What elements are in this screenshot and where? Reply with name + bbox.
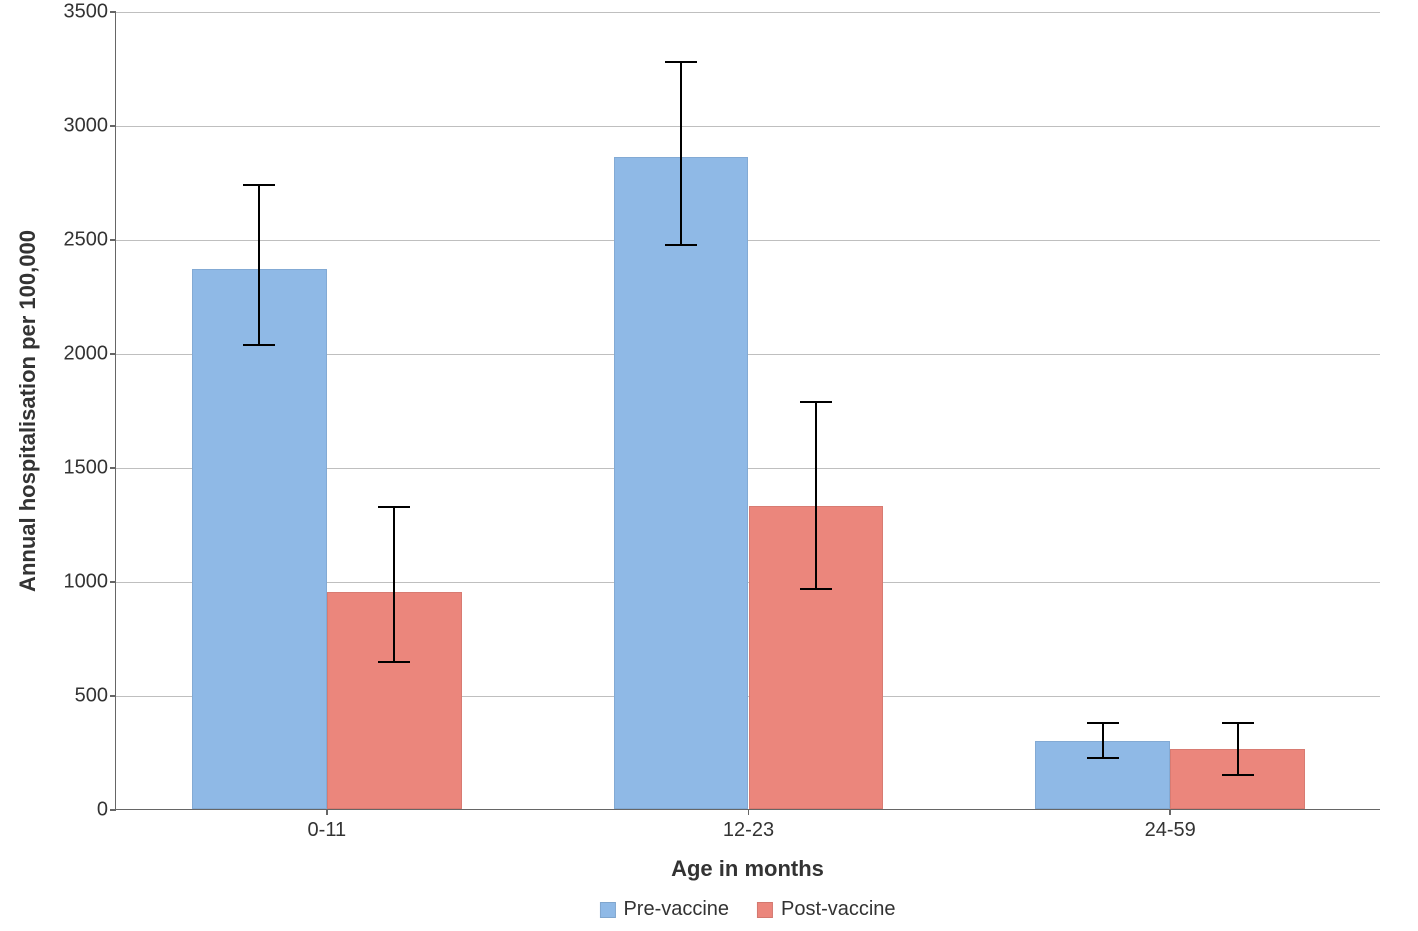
legend-swatch (757, 902, 773, 918)
y-tick-label: 2500 (64, 229, 117, 252)
y-tick-mark (110, 239, 116, 241)
legend-label: Pre-vaccine (623, 898, 729, 921)
plot-area: 05001000150020002500300035000-1112-2324-… (115, 12, 1380, 810)
error-cap (800, 588, 832, 590)
legend: Pre-vaccine Post-vaccine (599, 898, 895, 921)
error-cap (1222, 774, 1254, 776)
legend-swatch (599, 902, 615, 918)
y-tick-mark (110, 581, 116, 583)
error-cap (1222, 722, 1254, 724)
x-tick-mark (748, 809, 750, 815)
error-cap (800, 401, 832, 403)
y-axis-label: Annual hospitalisation per 100,000 (15, 230, 41, 592)
error-cap (378, 661, 410, 663)
error-cap (665, 61, 697, 63)
error-cap (665, 244, 697, 246)
error-cap (378, 506, 410, 508)
error-bar (393, 507, 395, 662)
y-tick-mark (110, 353, 116, 355)
x-tick-mark (326, 809, 328, 815)
x-axis-label: Age in months (671, 856, 824, 882)
x-tick-mark (1169, 809, 1171, 815)
error-bar (815, 402, 817, 589)
bar (192, 269, 327, 809)
y-tick-label: 3000 (64, 115, 117, 138)
error-bar (680, 62, 682, 244)
y-tick-mark (110, 11, 116, 13)
error-cap (1087, 722, 1119, 724)
gridline (116, 12, 1380, 13)
gridline (116, 126, 1380, 127)
error-cap (243, 184, 275, 186)
legend-item: Post-vaccine (757, 898, 896, 921)
error-cap (243, 344, 275, 346)
legend-item: Pre-vaccine (599, 898, 729, 921)
y-tick-label: 1000 (64, 571, 117, 594)
bar (614, 157, 749, 809)
y-tick-label: 1500 (64, 457, 117, 480)
y-tick-label: 2000 (64, 343, 117, 366)
y-tick-mark (110, 125, 116, 127)
error-bar (258, 185, 260, 345)
y-tick-mark (110, 809, 116, 811)
chart-container: Annual hospitalisation per 100,000 05001… (0, 0, 1418, 931)
error-bar (1237, 723, 1239, 774)
error-bar (1102, 723, 1104, 757)
legend-label: Post-vaccine (781, 898, 896, 921)
error-cap (1087, 757, 1119, 759)
y-tick-mark (110, 467, 116, 469)
y-tick-mark (110, 695, 116, 697)
y-tick-label: 3500 (64, 1, 117, 24)
